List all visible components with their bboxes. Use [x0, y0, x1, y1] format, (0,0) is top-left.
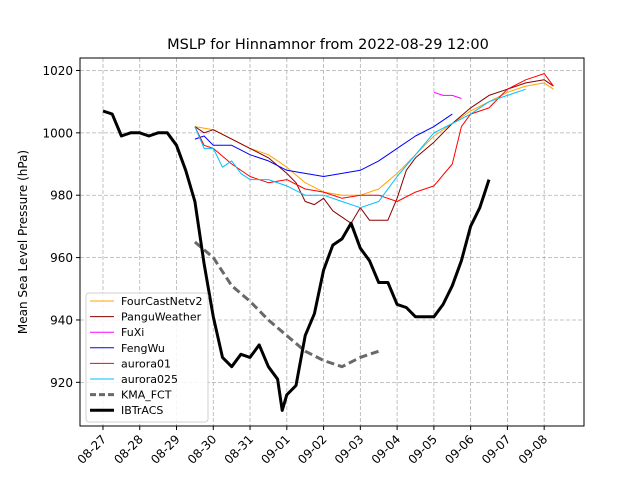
- legend: FourCastNetv2 PanguWeather FuXi FengWu auror…: [85, 292, 209, 423]
- y-tick-label: 980: [50, 189, 73, 203]
- x-tick-label: 09-08: [516, 432, 551, 467]
- series-lines: [102, 73, 554, 412]
- x-tick-label: 09-05: [405, 432, 440, 467]
- series-line-aurora025: [194, 88, 526, 209]
- legend-label: FengWu: [121, 342, 165, 355]
- series-line-panguweather: [194, 79, 554, 224]
- legend-label: PanguWeather: [121, 311, 202, 324]
- x-tick-label: 08-27: [75, 432, 110, 467]
- x-tick-label: 08-31: [222, 432, 257, 467]
- y-tick-label: 920: [50, 376, 73, 390]
- legend-label: aurora01: [121, 357, 171, 370]
- series-line-kma_fct: [193, 240, 380, 369]
- legend-label: IBTrACS: [121, 404, 163, 417]
- y-tick-label: 940: [50, 313, 73, 327]
- y-tick-label: 960: [50, 251, 73, 265]
- x-tick-label: 08-28: [111, 432, 146, 467]
- legend-box: [85, 292, 209, 423]
- x-tick-label: 09-04: [369, 432, 404, 467]
- series-line-aurora01: [194, 73, 554, 202]
- x-tick-label: 09-03: [332, 432, 367, 467]
- x-tick-label: 09-02: [295, 432, 330, 467]
- series-line-fengwu: [194, 113, 453, 177]
- chart-title: MSLP for Hinnamnor from 2022-08-29 12:00: [167, 37, 489, 53]
- legend-label: FourCastNetv2: [121, 295, 202, 308]
- x-tick-label: 09-06: [442, 432, 477, 467]
- y-tick-label: 1000: [42, 126, 73, 140]
- x-tick-label: 08-29: [148, 432, 183, 467]
- y-axis-label: Mean Sea Level Pressure (hPa): [16, 150, 30, 334]
- series-line-ibtracs: [102, 109, 491, 412]
- legend-label: FuXi: [121, 326, 144, 339]
- legend-label: KMA_FCT: [121, 389, 172, 402]
- y-tick-label: 1020: [42, 64, 73, 78]
- series-line-fuxi: [433, 91, 462, 99]
- plot-frame: [79, 57, 585, 427]
- x-tick-label: 08-30: [185, 432, 220, 467]
- legend-label: aurora025: [121, 373, 178, 386]
- x-tick-label: 09-01: [258, 432, 293, 467]
- x-tick-label: 09-07: [479, 432, 514, 467]
